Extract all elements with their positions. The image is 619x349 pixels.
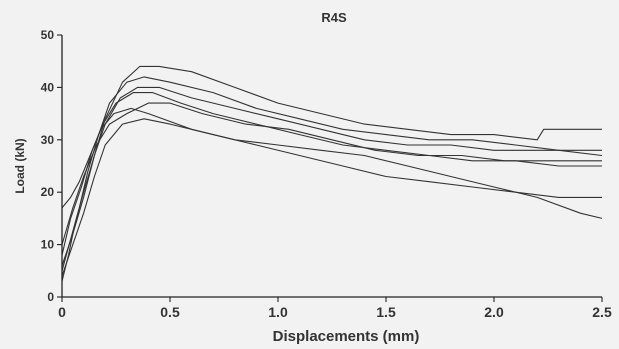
x-tick-label: 2.5 [592, 304, 612, 320]
x-axis-label: Displacements (mm) [273, 328, 420, 345]
y-tick-label: 10 [41, 238, 55, 252]
y-tick-label: 50 [41, 28, 55, 42]
x-tick-label: 0 [58, 304, 66, 320]
chart-title: R4S [321, 10, 347, 25]
series-line-3 [61, 86, 602, 266]
series-line-5 [61, 102, 602, 245]
y-axis-label: Load (kN) [13, 138, 27, 193]
x-tick-label: 1.5 [376, 304, 396, 320]
y-tick-label: 20 [41, 185, 55, 199]
x-tick-label: 0.5 [160, 304, 180, 320]
series-line-7 [61, 107, 603, 219]
x-tick-label: 2.0 [484, 304, 504, 320]
series-line-1 [61, 65, 602, 282]
y-tick-label: 0 [47, 290, 54, 304]
series-line-4 [61, 92, 602, 256]
ticks-layer: 0 0.5 1.0 1.5 2.0 2.5 0 10 20 30 40 50 [41, 28, 612, 320]
x-tick-label: 1.0 [268, 304, 288, 320]
y-tick-label: 30 [41, 133, 55, 147]
series-line-2 [61, 76, 603, 271]
series-layer [61, 65, 603, 282]
y-tick-label: 40 [41, 80, 55, 94]
